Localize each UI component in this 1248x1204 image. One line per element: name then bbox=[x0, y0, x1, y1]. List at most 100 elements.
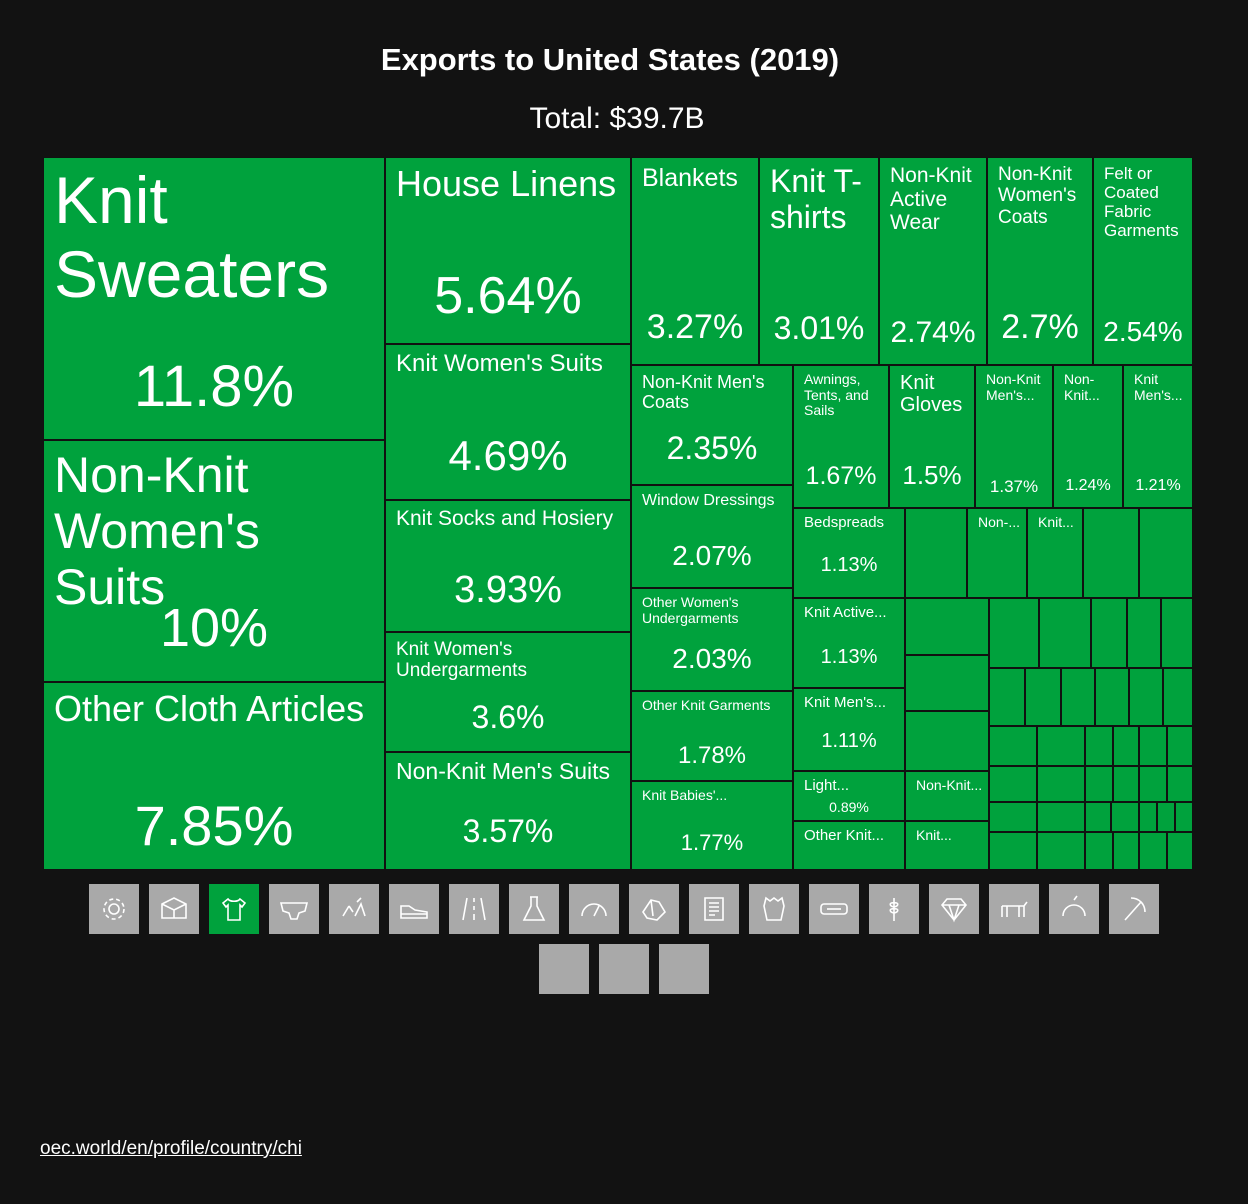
treemap-tile-small[interactable] bbox=[1085, 766, 1113, 802]
sector-button-fruit[interactable] bbox=[1049, 884, 1099, 934]
treemap-tile-house-linens[interactable]: House Linens 5.64% bbox=[385, 157, 631, 344]
treemap-tile-knit-women-s-suits[interactable]: Knit Women's Suits 4.69% bbox=[385, 344, 631, 500]
treemap-tile-small[interactable] bbox=[1025, 668, 1061, 726]
treemap-tile-small[interactable] bbox=[1085, 832, 1113, 870]
treemap-tile-knit-women-s-undergarments[interactable]: Knit Women's Undergarments 3.6% bbox=[385, 632, 631, 752]
sector-button-blank[interactable] bbox=[659, 944, 709, 994]
sector-button-gear[interactable] bbox=[89, 884, 139, 934]
treemap-tile-small[interactable] bbox=[1113, 726, 1139, 766]
sector-button-fur[interactable] bbox=[749, 884, 799, 934]
treemap-tile-small[interactable] bbox=[905, 508, 967, 598]
sector-button-plastic[interactable] bbox=[809, 884, 859, 934]
treemap-tile-small[interactable] bbox=[1037, 802, 1085, 832]
treemap-tile-small[interactable] bbox=[989, 598, 1039, 668]
treemap-tile-window-dressings[interactable]: Window Dressings 2.07% bbox=[631, 485, 793, 588]
treemap-tile-non-knit-women-s-coats[interactable]: Non-Knit Women's Coats 2.7% bbox=[987, 157, 1093, 365]
treemap-tile-small[interactable] bbox=[1167, 832, 1193, 870]
treemap-tile-small[interactable] bbox=[1113, 766, 1139, 802]
treemap-tile-small[interactable] bbox=[989, 766, 1037, 802]
sector-button-tshirt[interactable] bbox=[209, 884, 259, 934]
treemap-tile-non[interactable]: Non-... bbox=[967, 508, 1027, 598]
treemap-tile-small[interactable] bbox=[989, 802, 1037, 832]
treemap-tile-awnings-tents-and-sails[interactable]: Awnings, Tents, and Sails 1.67% bbox=[793, 365, 889, 508]
sector-button-paper[interactable] bbox=[689, 884, 739, 934]
sector-button-wood[interactable] bbox=[629, 884, 679, 934]
treemap-tile-light[interactable]: Light... 0.89% bbox=[793, 771, 905, 821]
treemap-tile-small[interactable] bbox=[1167, 726, 1193, 766]
treemap-tile-non-knit-men-s-coats[interactable]: Non-Knit Men's Coats 2.35% bbox=[631, 365, 793, 485]
treemap-tile-felt-or-coated-fabric-garments[interactable]: Felt or Coated Fabric Garments 2.54% bbox=[1093, 157, 1193, 365]
treemap-tile-small[interactable] bbox=[1091, 598, 1127, 668]
treemap-tile-small[interactable] bbox=[1157, 802, 1175, 832]
treemap-tile-knit-men-s[interactable]: Knit Men's... 1.21% bbox=[1123, 365, 1193, 508]
sector-button-hide[interactable] bbox=[269, 884, 319, 934]
treemap-tile-knit-socks-and-hosiery[interactable]: Knit Socks and Hosiery 3.93% bbox=[385, 500, 631, 632]
treemap-tile-small[interactable] bbox=[1163, 668, 1193, 726]
treemap-tile-other-cloth-articles[interactable]: Other Cloth Articles 7.85% bbox=[43, 682, 385, 870]
sector-button-blank[interactable] bbox=[599, 944, 649, 994]
treemap-tile-blankets[interactable]: Blankets 3.27% bbox=[631, 157, 759, 365]
treemap-tile-small[interactable] bbox=[1085, 726, 1113, 766]
treemap-tile-small[interactable] bbox=[1037, 726, 1085, 766]
treemap-tile-knit-men-s[interactable]: Knit Men's... 1.11% bbox=[793, 688, 905, 771]
treemap-tile-non-knit[interactable]: Non-Knit... 1.24% bbox=[1053, 365, 1123, 508]
treemap-tile-other-knit[interactable]: Other Knit... bbox=[793, 821, 905, 870]
sector-button-animal[interactable] bbox=[989, 884, 1039, 934]
treemap-tile-small[interactable] bbox=[1037, 766, 1085, 802]
sector-button-grain[interactable] bbox=[869, 884, 919, 934]
treemap-tile-knit-sweaters[interactable]: Knit Sweaters 11.8% bbox=[43, 157, 385, 440]
sector-button-pickaxe[interactable] bbox=[1109, 884, 1159, 934]
treemap-tile-knit-active[interactable]: Knit Active... 1.13% bbox=[793, 598, 905, 688]
sector-button-road[interactable] bbox=[449, 884, 499, 934]
treemap-tile-small[interactable] bbox=[1129, 668, 1163, 726]
treemap-tile-small[interactable] bbox=[1161, 598, 1193, 668]
treemap-tile-small[interactable] bbox=[989, 832, 1037, 870]
treemap-tile-small[interactable] bbox=[1037, 832, 1085, 870]
treemap-tile-small[interactable] bbox=[905, 655, 989, 711]
treemap-tile-small[interactable] bbox=[989, 668, 1025, 726]
treemap-tile-knit-t-shirts[interactable]: Knit T-shirts 3.01% bbox=[759, 157, 879, 365]
treemap-tile-small[interactable] bbox=[1061, 668, 1095, 726]
treemap-tile-non-knit-men-s-suits[interactable]: Non-Knit Men's Suits 3.57% bbox=[385, 752, 631, 870]
treemap-tile-small[interactable] bbox=[1139, 802, 1157, 832]
treemap-tile-small[interactable] bbox=[1083, 508, 1139, 598]
treemap-tile-small[interactable] bbox=[905, 598, 989, 655]
treemap-tile-small[interactable] bbox=[1113, 832, 1139, 870]
treemap-tile-small[interactable] bbox=[1139, 766, 1167, 802]
treemap-tile-bedspreads[interactable]: Bedspreads 1.13% bbox=[793, 508, 905, 598]
sector-button-blank[interactable] bbox=[539, 944, 589, 994]
treemap-tile-small[interactable] bbox=[1139, 832, 1167, 870]
treemap-tile-non-knit-women-s-suits[interactable]: Non-Knit Women's Suits 10% bbox=[43, 440, 385, 682]
treemap-tile-small[interactable] bbox=[1111, 802, 1139, 832]
treemap-tile-small[interactable] bbox=[1139, 508, 1193, 598]
sector-button-shoe[interactable] bbox=[389, 884, 439, 934]
tile-value: 1.21% bbox=[1135, 477, 1181, 494]
sector-button-diamond[interactable] bbox=[929, 884, 979, 934]
treemap-tile-knit-babies[interactable]: Knit Babies'... 1.77% bbox=[631, 781, 793, 870]
treemap-tile-small[interactable] bbox=[1139, 726, 1167, 766]
treemap-tile-knit[interactable]: Knit... bbox=[1027, 508, 1083, 598]
sector-button-box[interactable] bbox=[149, 884, 199, 934]
treemap-tile-non-knit-active-wear[interactable]: Non-Knit Active Wear 2.74% bbox=[879, 157, 987, 365]
sector-button-flask[interactable] bbox=[509, 884, 559, 934]
treemap-tile-small[interactable] bbox=[905, 711, 989, 771]
treemap-tile-other-knit-garments[interactable]: Other Knit Garments 1.78% bbox=[631, 691, 793, 781]
source-link[interactable]: oec.world/en/profile/country/chi bbox=[40, 1138, 302, 1159]
tile-value: 1.78% bbox=[677, 742, 747, 769]
treemap-tile-non-knit-men-s[interactable]: Non-Knit Men's... 1.37% bbox=[975, 365, 1053, 508]
sector-button-chemicals[interactable] bbox=[329, 884, 379, 934]
treemap-tile-small[interactable] bbox=[1175, 802, 1193, 832]
treemap-tile-small[interactable] bbox=[989, 726, 1037, 766]
treemap-tile-small[interactable] bbox=[1095, 668, 1129, 726]
treemap-tile-non-knit[interactable]: Non-Knit... bbox=[905, 771, 989, 821]
treemap-tile-small[interactable] bbox=[1167, 766, 1193, 802]
treemap-tile-small[interactable] bbox=[1085, 802, 1111, 832]
tile-value: 2.07% bbox=[672, 540, 752, 571]
treemap-tile-small[interactable] bbox=[1127, 598, 1161, 668]
treemap-tile-other-women-s-undergarments[interactable]: Other Women's Undergarments 2.03% bbox=[631, 588, 793, 691]
sector-button-gauge[interactable] bbox=[569, 884, 619, 934]
treemap-tile-knit[interactable]: Knit... bbox=[905, 821, 989, 870]
tile-label: Non-... bbox=[978, 514, 1021, 530]
treemap-tile-knit-gloves[interactable]: Knit Gloves 1.5% bbox=[889, 365, 975, 508]
treemap-tile-small[interactable] bbox=[1039, 598, 1091, 668]
